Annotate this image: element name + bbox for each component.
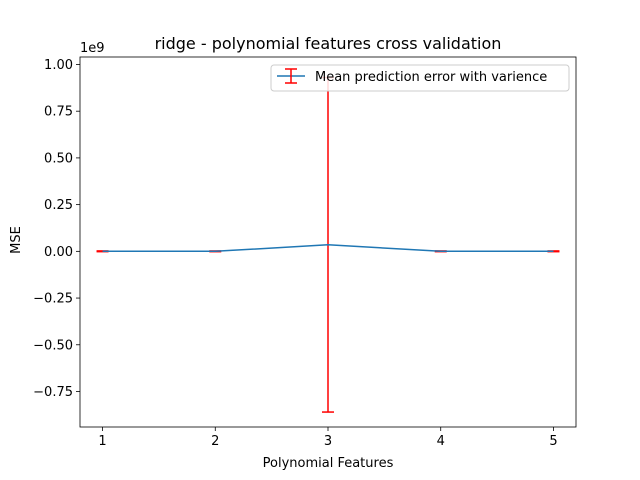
y-axis-label: MSE — [9, 226, 24, 254]
y-tick-label: −0.25 — [33, 292, 73, 307]
y-offset-label: 1e9 — [80, 41, 105, 56]
x-tick-label: 1 — [98, 434, 106, 449]
chart-title: ridge - polynomial features cross valida… — [155, 34, 502, 53]
x-tick-label: 3 — [324, 434, 332, 449]
legend: Mean prediction error with varience — [270, 64, 570, 92]
y-tick-label: 0.00 — [44, 245, 73, 260]
y-tick-label: 0.75 — [44, 105, 73, 120]
y-tick-label: −0.50 — [33, 338, 73, 353]
x-tick-label: 5 — [549, 434, 557, 449]
y-tick-label: 0.25 — [44, 198, 73, 213]
y-tick-label: −0.75 — [33, 385, 73, 400]
legend-label: Mean prediction error with varience — [315, 70, 547, 85]
x-axis-label: Polynomial Features — [263, 456, 394, 471]
y-tick-label: 0.50 — [44, 151, 73, 166]
series-line-0 — [102, 244, 554, 253]
x-tick-label: 2 — [211, 434, 219, 449]
legend-box — [270, 64, 570, 92]
x-tick-label: 4 — [437, 434, 445, 449]
y-tick-label: 1.00 — [44, 58, 73, 73]
plot-area: 1 2 3 4 5 −0.75 −0.50 −0.25 0.00 0.25 0.50 0.75 1.00 — [33, 56, 577, 449]
